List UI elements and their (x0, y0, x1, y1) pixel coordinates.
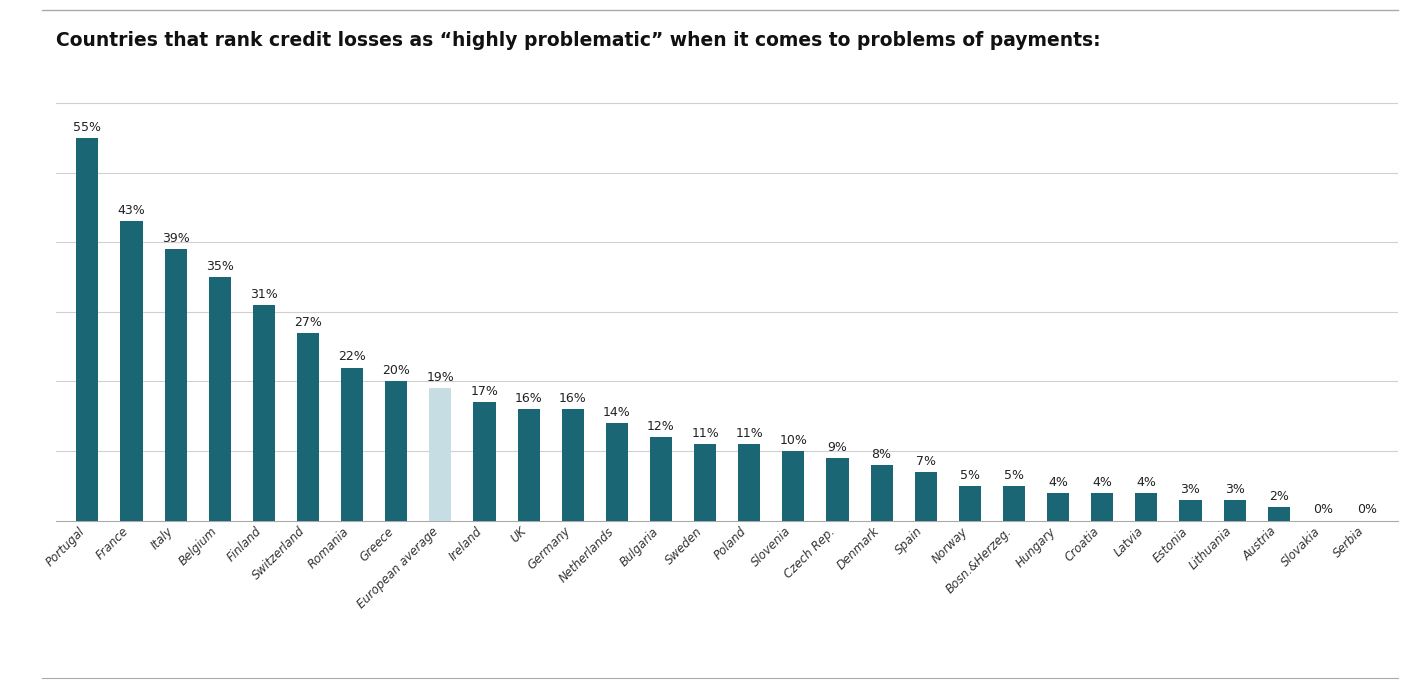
Text: 35%: 35% (206, 260, 233, 273)
Text: 43%: 43% (117, 204, 145, 217)
Text: 11%: 11% (692, 427, 719, 440)
Bar (695, 444, 716, 521)
Text: 27%: 27% (294, 316, 322, 329)
Text: 2%: 2% (1269, 490, 1289, 503)
Bar (120, 221, 143, 521)
Bar (959, 486, 981, 521)
Text: 0%: 0% (1357, 503, 1377, 516)
Bar (76, 138, 99, 521)
Bar (826, 458, 849, 521)
Text: 16%: 16% (515, 392, 542, 405)
Bar (165, 249, 186, 521)
Bar (562, 409, 583, 521)
Text: 3%: 3% (1224, 482, 1244, 495)
Bar (518, 409, 539, 521)
Text: 7%: 7% (916, 455, 936, 468)
Text: 12%: 12% (647, 420, 675, 433)
Bar (209, 277, 230, 521)
Text: 17%: 17% (470, 385, 498, 398)
Text: 20%: 20% (383, 364, 409, 377)
Bar (606, 423, 628, 521)
Text: 5%: 5% (1004, 469, 1024, 482)
Bar (385, 382, 407, 521)
Bar (871, 465, 892, 521)
Text: 4%: 4% (1093, 475, 1113, 488)
Text: 19%: 19% (426, 371, 455, 384)
Text: Countries that rank credit losses as “highly problematic” when it comes to probl: Countries that rank credit losses as “hi… (56, 31, 1101, 50)
Text: 10%: 10% (779, 434, 808, 447)
Text: 16%: 16% (559, 392, 586, 405)
Text: 3%: 3% (1180, 482, 1200, 495)
Bar (1003, 486, 1025, 521)
Text: 22%: 22% (339, 350, 366, 363)
Bar (1091, 493, 1113, 521)
Text: 9%: 9% (827, 440, 847, 453)
Bar (1135, 493, 1158, 521)
Text: 55%: 55% (73, 121, 102, 134)
Bar (253, 305, 275, 521)
Text: 0%: 0% (1313, 503, 1333, 516)
Text: 11%: 11% (736, 427, 762, 440)
Bar (1179, 500, 1202, 521)
Bar (650, 437, 672, 521)
Bar (782, 451, 805, 521)
Text: 31%: 31% (250, 288, 278, 301)
Bar (738, 444, 760, 521)
Text: 4%: 4% (1048, 475, 1067, 488)
Text: 4%: 4% (1137, 475, 1156, 488)
Bar (1048, 493, 1069, 521)
Bar (297, 333, 319, 521)
Bar (342, 368, 363, 521)
Bar (473, 402, 496, 521)
Text: 5%: 5% (960, 469, 980, 482)
Text: 14%: 14% (603, 406, 631, 419)
Text: 39%: 39% (162, 232, 189, 245)
Bar (1268, 507, 1289, 521)
Bar (1224, 500, 1245, 521)
Bar (915, 472, 936, 521)
Text: 8%: 8% (871, 448, 891, 461)
Bar (429, 388, 452, 521)
